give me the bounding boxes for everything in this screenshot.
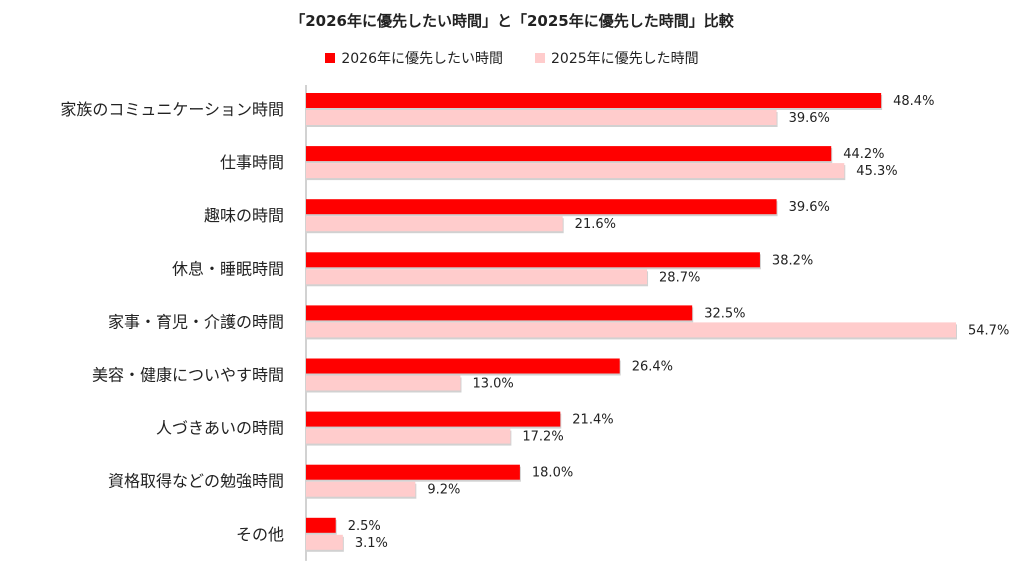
category-label: その他 (236, 525, 284, 544)
category-label: 家事・育児・介護の時間 (108, 312, 284, 331)
bar-2026 (306, 464, 520, 480)
value-label-2025: 39.6% (789, 111, 830, 126)
category-label: 美容・健康についやす時間 (92, 366, 284, 385)
legend-swatch-2025 (535, 53, 545, 63)
bar-2025 (306, 269, 648, 285)
legend: 2026年に優先したい時間 2025年に優先した時間 (0, 48, 1024, 68)
bar-2026 (306, 93, 882, 108)
value-label-2025: 54.7% (968, 323, 1009, 338)
value-label-2025: 21.6% (575, 217, 616, 232)
value-label-2026: 26.4% (632, 360, 673, 375)
legend-item-2025: 2025年に優先した時間 (535, 48, 699, 68)
value-label-2026: 48.4% (893, 94, 934, 109)
bar-2025 (306, 163, 845, 179)
value-label-2025: 13.0% (472, 377, 513, 392)
bar-2026 (306, 305, 693, 321)
bar-2025 (306, 110, 777, 125)
legend-item-2026: 2026年に優先したい時間 (325, 48, 503, 68)
category-label: 休息・睡眠時間 (172, 259, 284, 278)
category-label: 仕事時間 (220, 153, 284, 172)
bar-2026 (306, 146, 832, 162)
category-label: 趣味の時間 (204, 206, 284, 225)
value-label-2026: 44.2% (843, 147, 884, 162)
value-label-2026: 18.0% (532, 466, 573, 481)
bar-2025 (306, 322, 956, 338)
bar-2026 (306, 517, 336, 533)
bar-2026 (306, 252, 760, 268)
legend-swatch-2026 (325, 53, 336, 63)
value-label-2025: 3.1% (355, 536, 388, 551)
value-label-2026: 2.5% (348, 519, 381, 534)
value-label-2026: 21.4% (572, 413, 613, 428)
value-label-2025: 45.3% (856, 164, 897, 179)
bar-2026 (306, 199, 777, 215)
category-label: 家族のコミュニケーション時間 (60, 100, 284, 119)
bar-2025 (306, 428, 511, 444)
value-label-2026: 38.2% (772, 253, 813, 268)
value-label-2025: 28.7% (659, 270, 700, 285)
bar-2025 (306, 534, 343, 550)
value-label-2026: 32.5% (704, 306, 745, 321)
legend-label-2026: 2026年に優先したい時間 (341, 51, 503, 67)
bar-2025 (306, 375, 461, 391)
chart-title: 「2026年に優先したい時間」と「2025年に優先した時間」比較 (290, 12, 734, 30)
bar-2026 (306, 411, 561, 427)
legend-label-2025: 2025年に優先した時間 (551, 51, 699, 67)
category-label: 人づきあいの時間 (156, 419, 284, 438)
value-label-2025: 9.2% (427, 483, 460, 498)
bar-2026 (306, 358, 620, 374)
bar-2025 (306, 216, 563, 232)
bar-2025 (306, 481, 416, 497)
value-label-2025: 17.2% (522, 430, 563, 445)
category-label: 資格取得などの勉強時間 (108, 472, 284, 491)
value-label-2026: 39.6% (789, 200, 830, 215)
